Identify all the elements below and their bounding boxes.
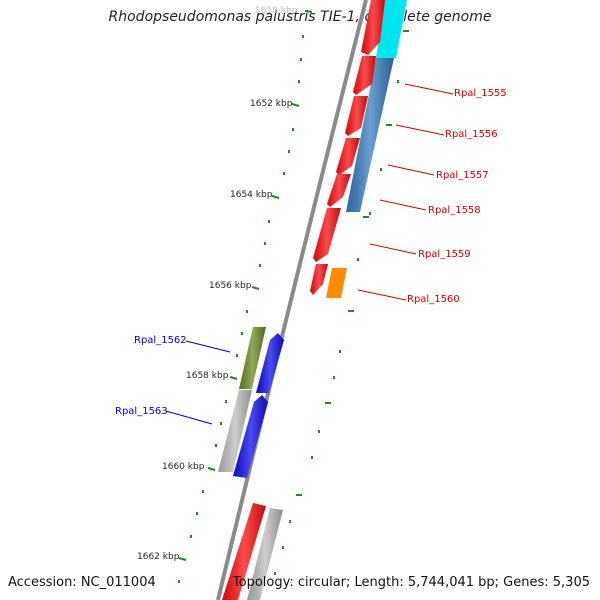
ruler-minor-dots — [178, 35, 304, 583]
gene-label-rpal-1556[interactable]: Rpal_1556 — [445, 129, 498, 140]
feature-orange — [326, 268, 347, 298]
tick-label-1652: 1652 kbp — [250, 99, 293, 109]
gene-label-rpal-1557[interactable]: Rpal_1557 — [436, 170, 489, 181]
tick-1662 — [178, 557, 187, 561]
gene-label-rpal-1563[interactable]: Rpal_1563 — [115, 406, 168, 417]
tick-1652 — [291, 103, 300, 107]
tick-label-1658: 1658 kbp — [186, 371, 229, 381]
gene-label-rpal-1560[interactable]: Rpal_1560 — [407, 294, 460, 305]
tick-label-1654: 1654 kbp — [230, 190, 273, 200]
label-leaders — [165, 83, 454, 425]
gene-label-rpal-1559[interactable]: Rpal_1559 — [418, 249, 471, 260]
tick-1660 — [207, 467, 216, 471]
genome-backbone — [216, 0, 368, 600]
gene-label-rpal-1558[interactable]: Rpal_1558 — [428, 205, 481, 216]
ruler-ticks — [178, 10, 313, 561]
tick-label-1660: 1660 kbp — [162, 462, 205, 472]
ruler-right-dots — [274, 30, 409, 575]
accession-text: Accession: NC_011004 — [8, 575, 156, 590]
gene-label-rpal-1555[interactable]: Rpal_1555 — [454, 88, 507, 99]
tick-1656 — [251, 286, 260, 290]
feature-cyan — [376, 0, 407, 58]
tick-label-1656: 1656 kbp — [209, 281, 252, 291]
gene-label-rpal-1562[interactable]: Rpal_1562 — [134, 335, 187, 346]
tick-label-1662: 1662 kbp — [137, 552, 180, 562]
genome-summary-text: Topology: circular; Length: 5,744,041 bp… — [232, 575, 590, 590]
tick-1658 — [229, 376, 238, 380]
tick-1650 — [304, 10, 313, 13]
tick-label-1650: 1650 kbp — [255, 6, 298, 16]
tick-1654 — [271, 195, 280, 199]
